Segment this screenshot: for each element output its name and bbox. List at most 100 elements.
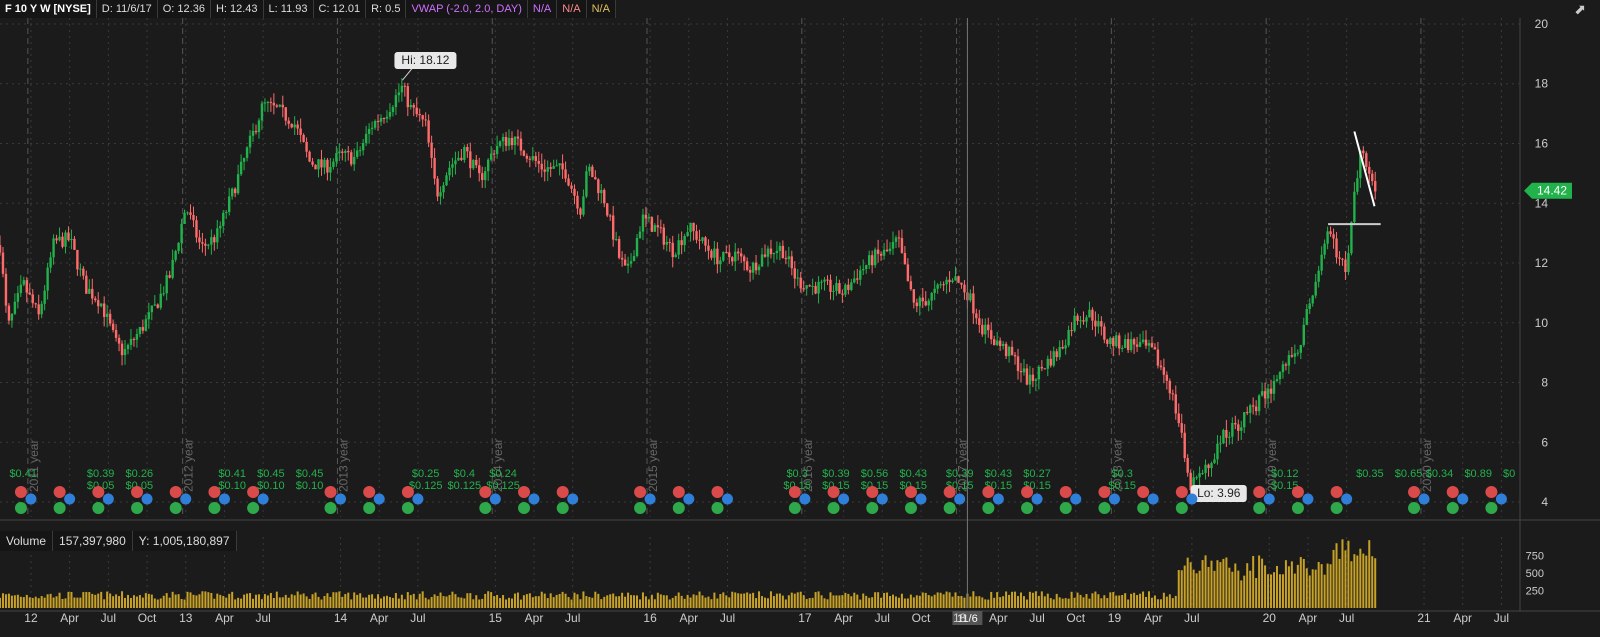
candle-body — [859, 270, 862, 280]
candle-body — [376, 121, 380, 123]
price-candles — [0, 78, 1377, 497]
volume-bar — [1109, 592, 1112, 608]
candle-body — [966, 292, 969, 301]
volume-bar — [1302, 558, 1305, 608]
candle-body — [722, 251, 725, 261]
volume-bar — [1049, 598, 1052, 608]
y-tick-label: 16 — [1535, 136, 1549, 150]
volume-bar — [82, 592, 85, 608]
candle-body — [1180, 423, 1183, 433]
year-marker-label: 2012 year — [182, 439, 196, 492]
candle-body — [132, 338, 136, 340]
candle-body — [617, 239, 621, 258]
dividend-label: $0.12 — [1271, 468, 1299, 480]
drawing-tool-icon[interactable]: ⬈ — [1574, 1, 1586, 17]
volume-bar — [1264, 565, 1267, 608]
volume-bar — [856, 594, 859, 608]
candle-body — [189, 212, 192, 215]
volume-bar — [808, 598, 811, 608]
cursor-date-label: 11/6 — [957, 613, 978, 625]
volume-bar — [567, 597, 570, 608]
volume-bar — [615, 596, 618, 608]
candle-body — [472, 159, 475, 169]
volume-bar — [296, 591, 299, 608]
volume-bar — [1142, 591, 1145, 608]
candle-body — [826, 279, 829, 281]
volume-bar — [1341, 539, 1344, 608]
dividend-icon — [1175, 502, 1188, 514]
volume-label[interactable]: Volume — [0, 531, 54, 551]
candle-body — [939, 284, 942, 286]
volume-bar — [144, 593, 147, 608]
candle-body — [367, 128, 371, 134]
candle-body — [433, 157, 436, 179]
volume-bar — [975, 596, 978, 608]
candle-body — [100, 303, 103, 307]
candle-body — [707, 245, 710, 251]
info-icon[interactable]: ! — [6, 25, 21, 40]
candle-body — [921, 297, 924, 302]
event-icon — [64, 493, 76, 505]
candle-body — [403, 85, 407, 87]
volume-bar — [308, 598, 311, 608]
volume-bar — [1246, 563, 1249, 608]
volume-bar — [1255, 578, 1258, 608]
volume-bar — [4, 594, 7, 608]
candle-body — [1266, 388, 1270, 399]
volume-bar — [171, 591, 174, 608]
candle-body — [284, 107, 287, 121]
candle-body — [835, 283, 838, 291]
candle-body — [1025, 368, 1029, 385]
volume-bar — [183, 599, 186, 608]
earnings-icon — [1021, 486, 1034, 498]
volume-bar — [906, 598, 909, 608]
candle-body — [1192, 477, 1195, 491]
candle-body — [230, 188, 234, 197]
candle-body — [960, 282, 963, 285]
event-markers: $0.41 $0.39$0.05$0.26$0.05$0.41$0.10$0.45… — [9, 468, 1515, 514]
volume-bar — [1139, 593, 1142, 608]
candle-body — [150, 305, 154, 313]
symbol-label[interactable]: F 10 Y W [NYSE] — [0, 0, 97, 18]
volume-bar — [1332, 549, 1335, 608]
volume-bar — [451, 591, 454, 608]
volume-bar — [457, 597, 460, 608]
volume-bar — [1118, 595, 1121, 608]
candle-body — [1213, 459, 1216, 464]
candle-body — [963, 284, 966, 293]
volume-bar — [195, 595, 198, 608]
volume-bar — [186, 591, 189, 608]
candle-body — [1216, 443, 1219, 460]
candle-body — [853, 278, 856, 283]
volume-bar — [350, 599, 353, 608]
candle-body — [1106, 339, 1109, 344]
volume-bar — [764, 597, 767, 608]
x-tick-label: Jul — [101, 611, 116, 625]
y-tick-label: 8 — [1541, 376, 1548, 390]
volume-bar — [433, 594, 436, 608]
volume-bar — [633, 595, 636, 608]
volume-bar — [371, 594, 374, 608]
candle-body — [40, 303, 43, 315]
volume-bar — [16, 594, 19, 608]
candle-body — [734, 251, 737, 262]
candle-body — [1341, 258, 1344, 260]
volume-bar — [1296, 564, 1299, 608]
event-icon — [1070, 493, 1082, 505]
earnings-icon — [1408, 486, 1421, 498]
vwap-study-label[interactable]: VWAP (-2.0, 2.0, DAY) — [406, 0, 528, 18]
volume-bar — [1070, 591, 1073, 608]
candle-body — [463, 146, 466, 160]
candle-body — [644, 214, 648, 219]
candle-body — [1243, 412, 1246, 428]
volume-bar — [573, 592, 576, 608]
volume-bar — [445, 596, 448, 608]
volume-bar — [591, 597, 594, 608]
candle-body — [739, 253, 743, 257]
volume-bar — [945, 591, 948, 608]
earnings-icon — [208, 486, 221, 498]
candle-body — [1135, 344, 1139, 347]
candle-body — [805, 285, 808, 289]
dividend-label: $0.125 — [409, 480, 443, 492]
